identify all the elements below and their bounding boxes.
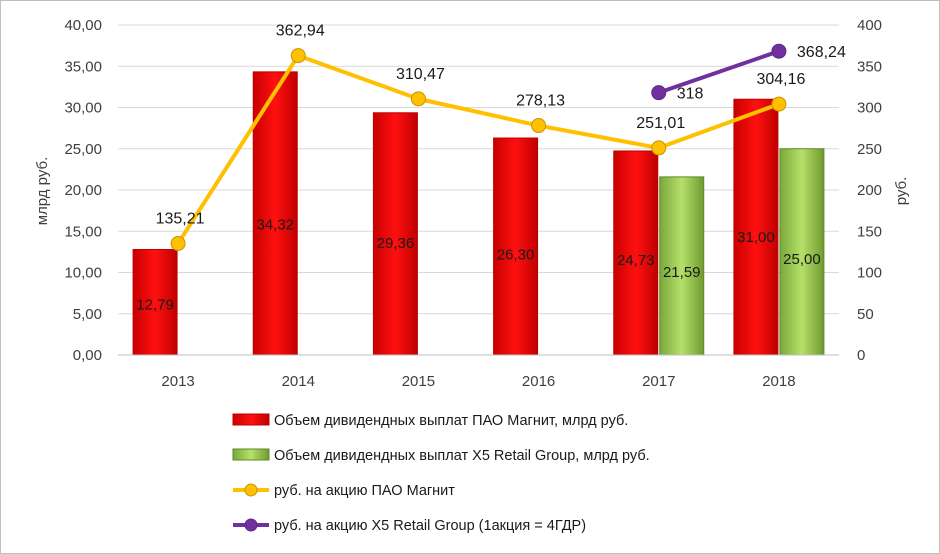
bar-value-label: 34,32 [256,217,294,234]
y2-tick-label: 150 [857,223,882,240]
y2-axis-title: руб. [893,177,910,206]
bar-value-label: 26,30 [497,246,535,263]
point-value-label: 304,16 [756,71,805,88]
x-tick-label: 2018 [762,373,795,390]
bar [733,98,779,356]
point-value-label: 135,21 [156,210,205,227]
gridlines [118,24,839,356]
x-tick-label: 2013 [161,373,194,390]
series-point [290,48,306,64]
y2-tick-label: 250 [857,141,882,158]
y2-tick-label: 0 [857,347,865,364]
y-tick-label: 10,00 [64,265,102,282]
axes-layer: 0,00 5,00 10,00 15,00 20,00 25,00 30,00 35,00 40… [64,17,882,390]
bar-value-label: 12,79 [136,297,174,314]
series-line [176,53,780,245]
y-axis-title: млрд руб. [34,157,51,226]
bars-layer [132,71,825,356]
y2-tick-label: 50 [857,306,874,323]
x-tick-label: 2015 [402,373,435,390]
series-point [771,43,787,59]
y2-tick-label: 100 [857,265,882,282]
series-point [651,140,667,156]
x-tick-label: 2014 [282,373,315,390]
legend-label: руб. на акцию ПАО Магнит [274,483,455,499]
data-labels-layer: 12,79 34,32 29,36 26,30 24,73 31,00 21,59 25,00… [136,23,846,314]
y-tick-label: 15,00 [64,223,102,240]
x-tick-label: 2016 [522,373,555,390]
y-tick-label: 25,00 [64,141,102,158]
x-tick-label: 2017 [642,373,675,390]
series-line [658,49,780,95]
point-value-label: 362,94 [276,23,325,40]
point-value-label: 318 [677,86,704,103]
legend-swatch [232,413,270,426]
y-tick-label: 40,00 [64,17,102,34]
legend-label: Объем дивидендных выплат ПАО Магнит, млр… [274,413,628,429]
legend-marker [244,483,258,497]
y2-tick-label: 300 [857,100,882,117]
bar-value-label: 31,00 [737,229,775,246]
y2-tick-label: 350 [857,58,882,75]
legend-label: руб. на акцию X5 Retail Group (1акция = … [274,518,586,534]
point-value-label: 368,24 [797,44,846,61]
series-point [771,96,787,112]
y-tick-label: 5,00 [73,306,102,323]
y-tick-label: 30,00 [64,100,102,117]
bar-value-label: 29,36 [377,235,415,252]
y-tick-label: 20,00 [64,182,102,199]
point-value-label: 251,01 [636,115,685,132]
bar-value-label: 25,00 [783,251,821,268]
legend-label: Объем дивидендных выплат X5 Retail Group… [274,448,650,464]
y-tick-label: 0,00 [73,347,102,364]
series-point [531,118,547,134]
y2-tick-label: 400 [857,17,882,34]
bar [132,248,178,356]
series-point [651,85,667,101]
y-tick-label: 35,00 [64,58,102,75]
bar [779,148,825,356]
series-point [410,91,426,107]
legend: Объем дивидендных выплат ПАО Магнит, млр… [232,413,650,534]
bar-value-label: 21,59 [663,264,701,281]
series-point [170,235,186,251]
lines-layer [170,43,787,251]
legend-marker [244,518,258,532]
bar-value-label: 24,73 [617,252,655,269]
bar [372,112,418,356]
legend-swatch [232,448,270,461]
point-value-label: 310,47 [396,66,445,83]
y2-tick-label: 200 [857,182,882,199]
point-value-label: 278,13 [516,93,565,110]
